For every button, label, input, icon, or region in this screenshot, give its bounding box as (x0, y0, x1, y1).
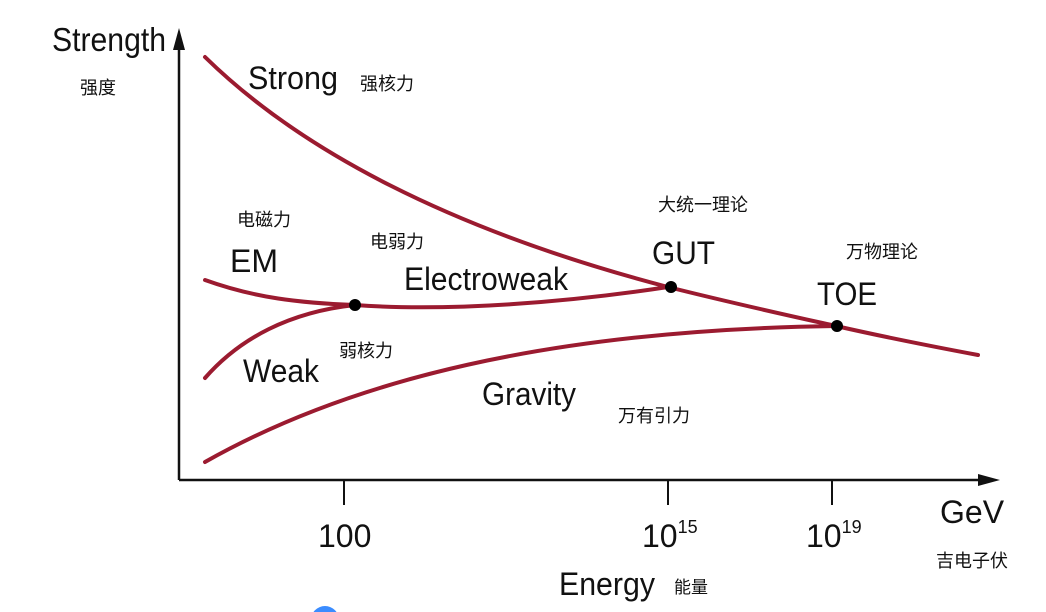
em-label-zh: 电磁力 (237, 210, 291, 231)
x-tick-1e15-base: 10 (642, 518, 678, 554)
x-tick-label-1e15: 1015 (642, 517, 698, 554)
weak-curve (203, 303, 357, 380)
x-axis-label-zh: 能量 (674, 578, 708, 598)
gut-point (665, 281, 677, 293)
electroweak-label-zh: 电弱力 (370, 232, 424, 253)
strong-label-zh: 强核力 (360, 74, 414, 95)
x-axis-arrow-icon (978, 474, 1000, 486)
weak-label-zh: 弱核力 (339, 341, 393, 362)
gut-label: GUT (652, 235, 715, 271)
gut-label-zh: 大统一理论 (658, 195, 748, 216)
toe-label: TOE (817, 276, 877, 312)
electroweak-curve (353, 285, 670, 310)
gravity-label: Gravity (482, 376, 576, 412)
x-unit-label: GeV (940, 494, 1005, 530)
x-unit-label-zh: 吉电子伏 (936, 551, 1008, 572)
em-label: EM (230, 243, 278, 279)
em-curve (203, 278, 357, 307)
electroweak-unification-point (349, 299, 361, 311)
x-tick-1e19-base: 10 (806, 518, 842, 554)
toe-label-zh: 万物理论 (846, 242, 918, 263)
strong-curve (203, 55, 838, 328)
x-tick-1e19-exp: 19 (842, 517, 862, 537)
unified-curve (834, 324, 980, 357)
y-axis-label-zh: 强度 (80, 78, 116, 99)
weak-label: Weak (243, 353, 320, 389)
toe-point (831, 320, 843, 332)
y-axis-label: Strength (52, 21, 166, 58)
x-tick-1e15-exp: 15 (678, 517, 698, 537)
electroweak-label: Electroweak (404, 261, 569, 297)
axes (173, 28, 1000, 505)
x-axis-label: Energy (559, 566, 655, 602)
gravity-curve (203, 324, 838, 464)
y-axis-arrow-icon (173, 28, 185, 50)
partial-blue-circle-icon (313, 606, 337, 612)
x-tick-label-100: 100 (318, 518, 371, 554)
x-tick-label-1e19: 1019 (806, 517, 862, 554)
curves (203, 55, 980, 464)
strong-label: Strong (248, 60, 338, 96)
gravity-label-zh: 万有引力 (618, 406, 690, 427)
